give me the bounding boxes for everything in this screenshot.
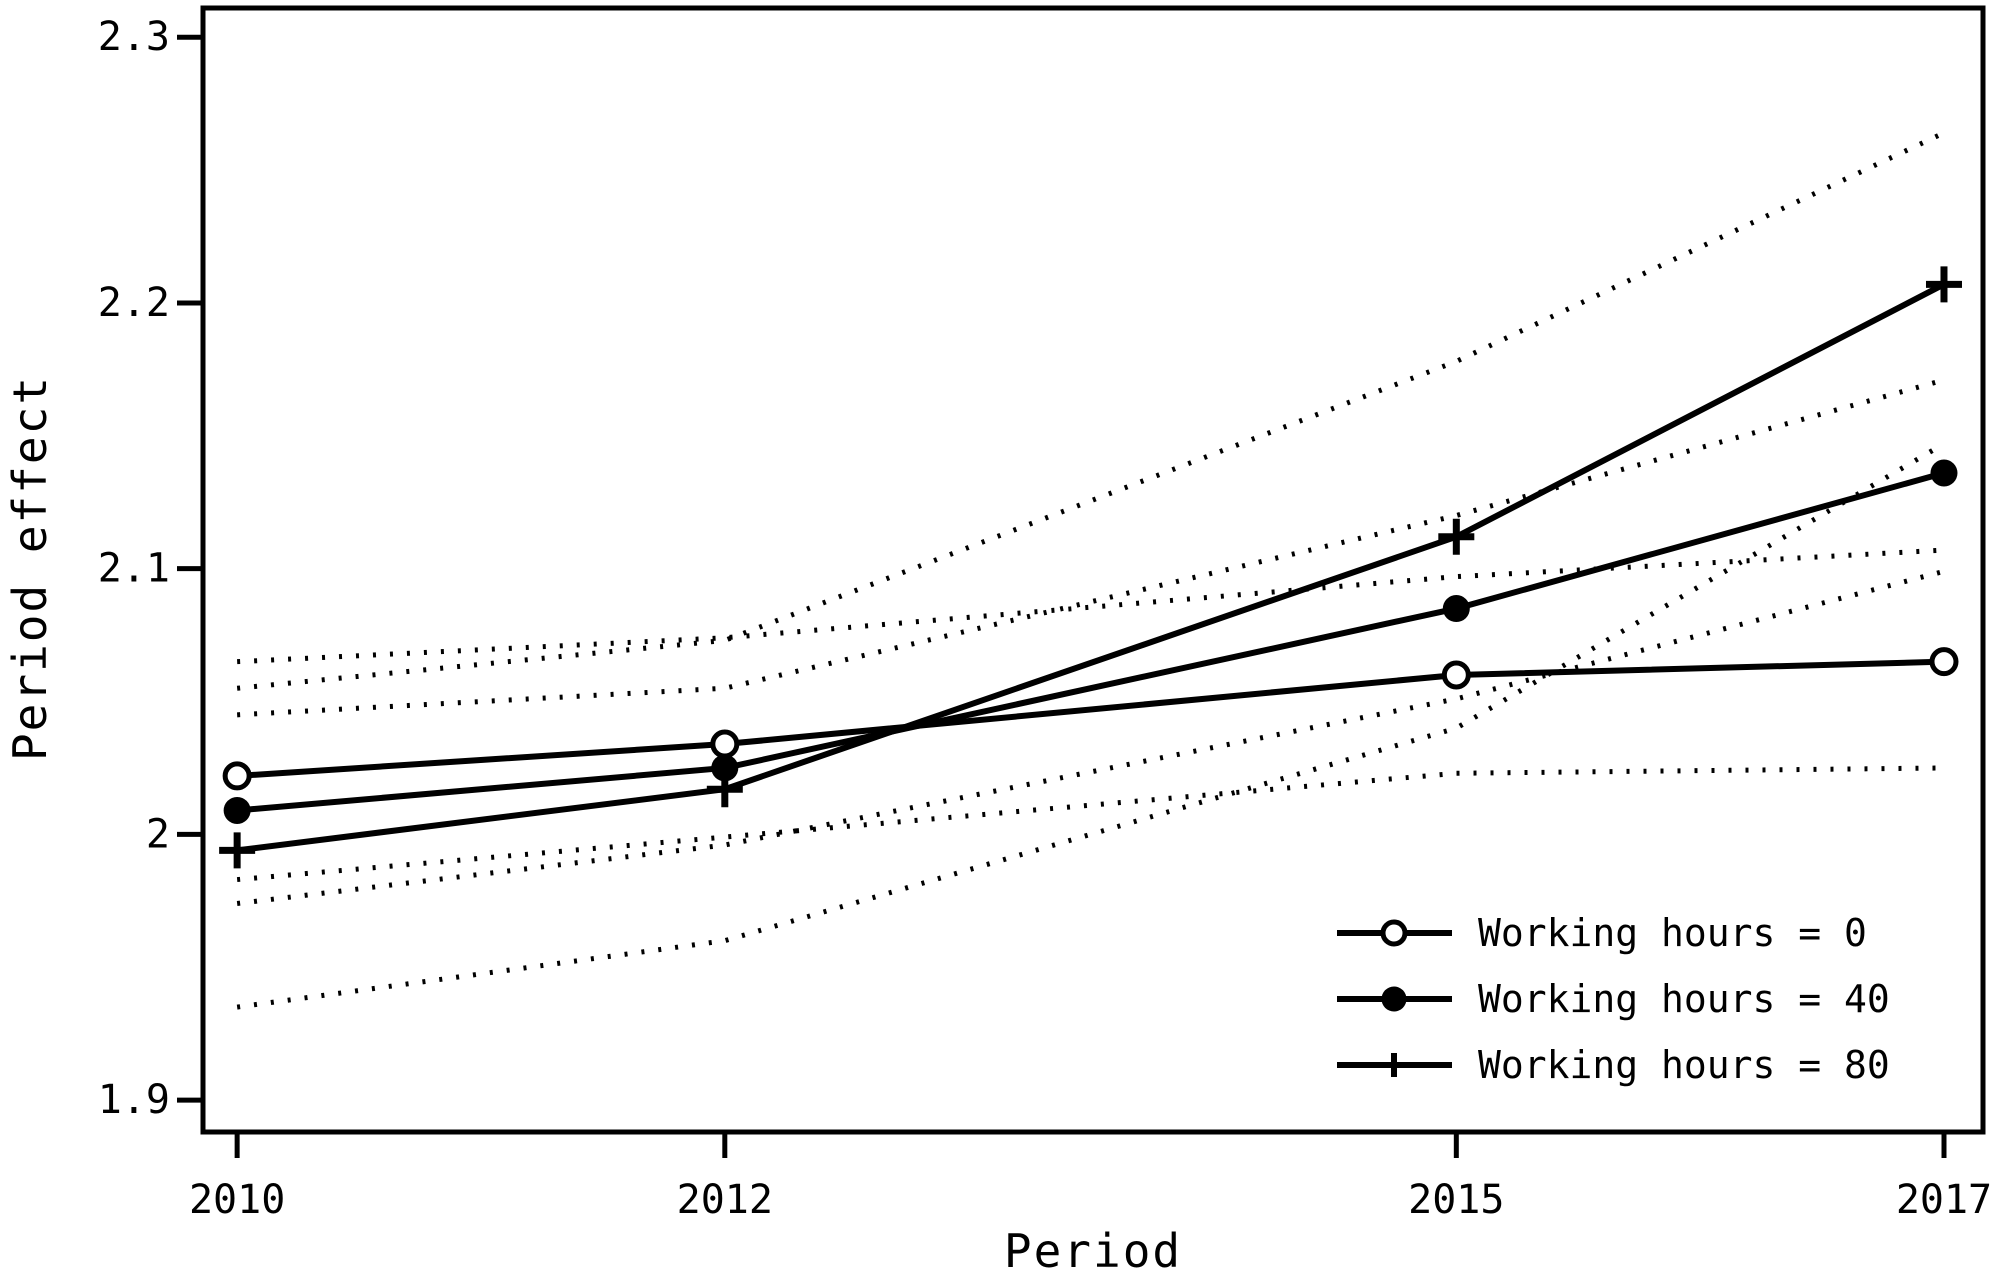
- marker-open-circle: [222, 761, 252, 791]
- marker-filled-circle: [1442, 595, 1470, 623]
- marker-open-circle: [1441, 660, 1471, 690]
- legend-plus-line-icon: [1337, 1053, 1452, 1077]
- y-tick-label: 2.3: [98, 14, 170, 60]
- marker-filled-circle: [223, 796, 251, 824]
- x-tick-label: 2010: [189, 1177, 285, 1223]
- legend-label: Working hours = 80: [1478, 1043, 1890, 1087]
- y-tick-label: 2.2: [98, 280, 170, 326]
- marker-plus: [1925, 266, 1962, 303]
- legend-entry-working-hours-40: Working hours = 40: [1337, 966, 1890, 1032]
- x-tick-label: 2015: [1408, 1177, 1504, 1223]
- series-line-1: [236, 470, 1945, 814]
- x-tick-label: 2017: [1896, 1177, 1992, 1223]
- series-line-0: [236, 658, 1945, 779]
- marker-filled-circle: [1930, 459, 1958, 487]
- legend: Working hours = 0 Working hours = 40 Wor…: [1337, 900, 1890, 1098]
- y-tick-label: 2: [146, 811, 170, 857]
- x-axis-title: Period: [1003, 1224, 1183, 1278]
- ci-ci-lower-series-0: [236, 765, 1945, 883]
- marker-plus: [1438, 518, 1475, 555]
- y-tick-label: 2.1: [98, 546, 170, 592]
- ci-ci-upper-series-2: [236, 130, 1946, 691]
- legend-entry-working-hours-80: Working hours = 80: [1337, 1032, 1890, 1098]
- legend-open-circle-line-icon: [1337, 919, 1452, 947]
- marker-open-circle: [710, 729, 740, 759]
- legend-label: Working hours = 40: [1478, 977, 1890, 1021]
- x-tick-label: 2012: [677, 1177, 773, 1223]
- y-axis-title: Period effect: [3, 374, 57, 762]
- legend-entry-working-hours-0: Working hours = 0: [1337, 900, 1890, 966]
- marker-filled-circle: [711, 754, 739, 782]
- marker-plus: [219, 832, 256, 869]
- y-tick-label: 1.9: [98, 1077, 170, 1123]
- ci-ci-lower-series-1: [236, 568, 1945, 906]
- legend-filled-circle-line-icon: [1337, 986, 1452, 1012]
- marker-plus: [706, 771, 743, 808]
- ci-ci-upper-series-0: [237, 547, 1945, 665]
- legend-label: Working hours = 0: [1478, 911, 1867, 955]
- marker-open-circle: [1929, 647, 1959, 677]
- series-line-2: [236, 281, 1946, 854]
